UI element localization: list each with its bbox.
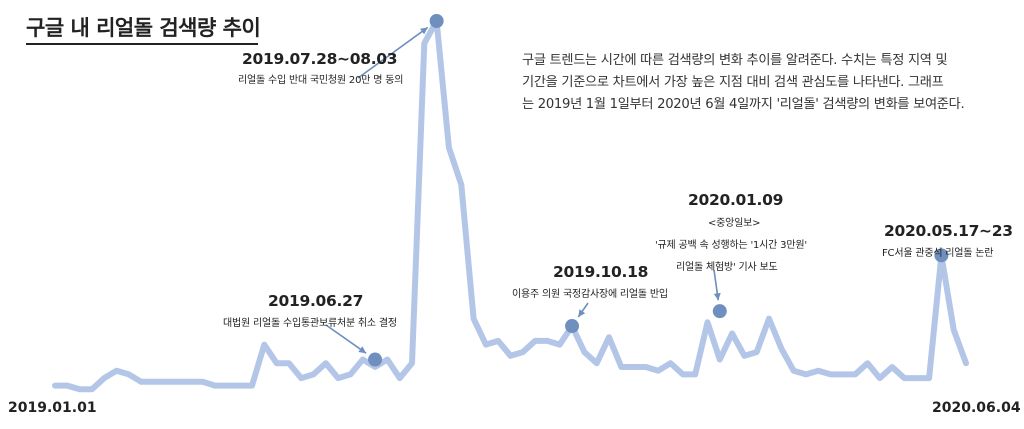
chart-title: 구글 내 리얼돌 검색량 추이	[26, 16, 261, 40]
event-marker-2019.10.18	[565, 319, 580, 334]
annotation-date-2019-07-28: 2019.07.28~08.03	[242, 50, 398, 68]
x-axis-end-label: 2020.06.04	[932, 400, 1021, 416]
event-marker-2020.05.17~23	[934, 248, 949, 263]
description-line: 는 2019년 1월 1일부터 2020년 6월 4일까지 '리얼돌' 검색량의…	[522, 97, 965, 112]
annotation-desc-2019-06-27: 대법원 리얼돌 수입통관보류처분 취소 결정	[223, 318, 397, 329]
description-line: 구글 트렌드는 시간에 따른 검색량의 변화 추이를 알려준다. 수치는 특정 …	[522, 53, 948, 68]
event-marker-2019.07.28~08.03	[429, 14, 444, 28]
annotation-date-2019-06-27: 2019.06.27	[268, 292, 364, 310]
event-markers	[368, 14, 949, 367]
annotation-arrowhead	[358, 346, 367, 354]
annotation-date-2019-10-18: 2019.10.18	[553, 263, 649, 281]
chart-description: 구글 트렌드는 시간에 따른 검색량의 변화 추이를 알려준다. 수치는 특정 …	[522, 50, 982, 116]
annotation-desc-2019-10-18: 이용주 의원 국정감사장에 리얼돌 반입	[512, 289, 668, 300]
event-marker-2020.01.09	[712, 304, 727, 319]
annotation-arrowhead	[578, 309, 586, 317]
title-underline	[26, 43, 258, 45]
annotation-arrowhead	[713, 292, 721, 301]
annotation-date-2020-05-17: 2020.05.17~23	[884, 222, 1013, 240]
description-line: 기간을 기준으로 차트에서 가장 높은 지점 대비 검색 관심도를 나타낸다. …	[522, 75, 944, 90]
search-volume-line	[52, 18, 969, 393]
annotation-desc-2020-05-17: FC서울 관중석 리얼돌 논란	[882, 248, 994, 259]
annotation-desc-2020-01-09-headline: '규제 공백 속 성행하는 '1시간 3만원'	[655, 240, 807, 251]
annotation-arrow-line	[357, 26, 429, 79]
annotation-connectors	[325, 26, 721, 354]
annotation-desc-2020-01-09-source: <중앙일보>	[708, 218, 761, 229]
annotation-desc-2019-07-28: 리얼돌 수입 반대 국민청원 20만 명 동의	[238, 75, 404, 86]
annotation-arrowhead	[420, 27, 428, 35]
event-marker-2019.06.27	[368, 352, 383, 367]
annotation-arrow-line	[325, 324, 367, 354]
annotation-date-2020-01-09: 2020.01.09	[688, 191, 784, 209]
x-axis-start-label: 2019.01.01	[8, 400, 97, 416]
annotation-desc-2020-01-09-report: 리얼돌 체험방' 기사 보도	[676, 262, 778, 273]
